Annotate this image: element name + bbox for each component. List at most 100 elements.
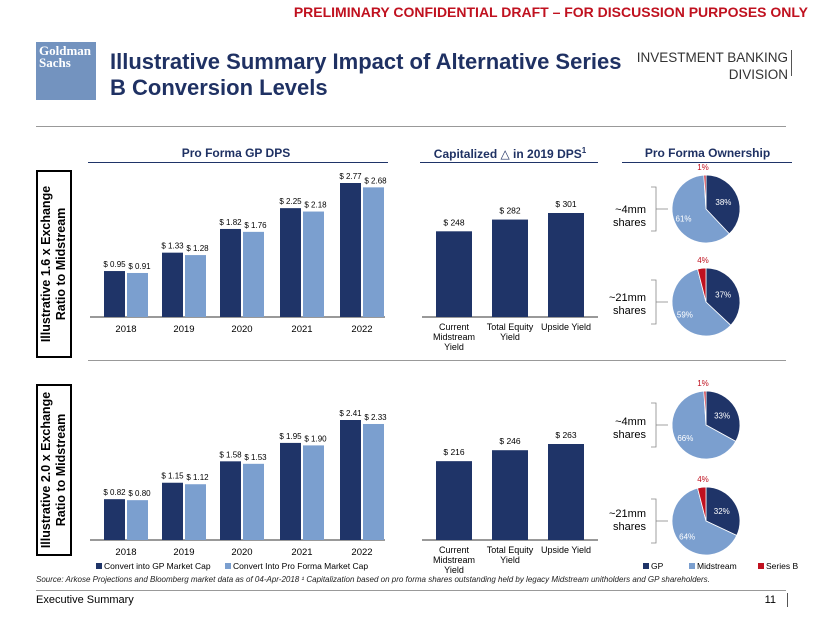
x-tick-label: Current xyxy=(439,322,470,332)
division-line-1: INVESTMENT BANKING xyxy=(636,50,788,65)
data-label: $ 0.95 xyxy=(103,260,126,269)
pie-label-series-b: 4% xyxy=(697,256,709,265)
shares-amount: ~21mm xyxy=(609,508,646,520)
data-label: $ 1.58 xyxy=(219,450,242,459)
pie-label-series-b: 4% xyxy=(697,475,709,484)
bar-gp-market-cap xyxy=(220,228,241,317)
bar-pro-forma-market-cap xyxy=(363,187,384,317)
x-tick-label: Yield xyxy=(500,332,520,342)
pie-slice-series-b xyxy=(697,486,707,522)
footnote-marker: 1 xyxy=(581,146,587,155)
data-label: $ 2.33 xyxy=(364,413,387,422)
source-note: Source: Arkose Projections and Bloomberg… xyxy=(36,575,710,584)
bar-gp-market-cap xyxy=(162,252,183,317)
pie-slice-midstream xyxy=(671,174,730,244)
capitalized-title-text: Capitalized △ in 2019 DPS xyxy=(433,147,582,161)
legend-label-midstream: Midstream xyxy=(697,561,737,571)
legend-swatch-midstream xyxy=(689,563,695,569)
x-tick-label: 2022 xyxy=(351,547,372,558)
logo-line-1: Goldman xyxy=(39,43,92,58)
data-label: $ 2.77 xyxy=(339,172,362,181)
bar-pro-forma-market-cap xyxy=(127,500,148,540)
shares-amount: ~4mm xyxy=(615,416,646,428)
pie-label-gp: 33% xyxy=(714,411,730,420)
bar-pro-forma-market-cap xyxy=(127,272,148,317)
bar-pro-forma-market-cap xyxy=(363,423,384,540)
shares-amount: ~21mm xyxy=(609,292,646,304)
legend-label-gp-market-cap: Convert into GP Market Cap xyxy=(104,561,211,571)
bar-gp-market-cap xyxy=(340,420,361,540)
pie-slice-gp xyxy=(705,486,741,537)
pie-slice-gp xyxy=(705,390,741,442)
bar-gp-market-cap xyxy=(280,208,301,317)
data-label: $ 1.33 xyxy=(161,242,184,251)
x-tick-label: Yield xyxy=(444,342,464,352)
bar-gp-market-cap xyxy=(280,442,301,540)
pie-slice-series-b xyxy=(703,390,707,426)
x-tick-label: 2018 xyxy=(115,547,136,558)
bar-capitalized xyxy=(436,461,472,540)
division-label: INVESTMENT BANKING DIVISION xyxy=(637,49,788,83)
legend-swatch-series-b xyxy=(758,563,764,569)
legend-label-gp: GP xyxy=(651,561,664,571)
shares-label-2-small: ~4mm shares xyxy=(596,416,646,442)
section-rule-dps xyxy=(88,162,388,163)
bracket xyxy=(651,498,657,544)
footer-divider xyxy=(787,593,788,607)
data-label: $ 0.91 xyxy=(128,262,151,271)
section-rule-ownership xyxy=(622,162,792,163)
section-rule-capitalized xyxy=(420,162,598,163)
pie-label-series-b: 1% xyxy=(697,379,709,388)
pie-slice-midstream xyxy=(671,268,732,337)
bar-capitalized xyxy=(492,219,528,317)
division-line-2: DIVISION xyxy=(728,67,788,82)
pie-label-gp: 37% xyxy=(715,291,731,300)
x-tick-label: Current xyxy=(439,545,470,555)
pie-label-midstream: 61% xyxy=(676,215,692,224)
data-label: $ 1.90 xyxy=(304,434,327,443)
page-title: Illustrative Summary Impact of Alternati… xyxy=(110,49,670,101)
pie-slice-gp xyxy=(705,267,741,326)
footer-rule xyxy=(36,590,786,591)
x-tick-label: Midstream xyxy=(433,555,475,565)
pie-label-series-b: 1% xyxy=(697,163,709,172)
x-tick-label: Yield xyxy=(500,555,520,565)
x-tick-label: 2018 xyxy=(115,324,136,335)
bar-capitalized xyxy=(436,231,472,317)
page-number: 11 xyxy=(764,594,776,606)
page-title-line-2: B Conversion Levels xyxy=(110,75,328,100)
data-label: $ 1.95 xyxy=(279,432,302,441)
scenario-box-2: Illustrative 2.0 x Exchange Ratio to Mid… xyxy=(36,384,72,556)
data-label: $ 1.76 xyxy=(244,221,267,230)
bar-capitalized xyxy=(548,444,584,540)
bar-pro-forma-market-cap xyxy=(185,255,206,317)
shares-amount: ~4mm xyxy=(615,204,646,216)
confidential-banner: PRELIMINARY CONFIDENTIAL DRAFT – FOR DIS… xyxy=(293,4,808,20)
data-label: $ 2.41 xyxy=(339,409,362,418)
pie-label-midstream: 66% xyxy=(677,434,693,443)
pie-label-midstream: 59% xyxy=(677,310,693,319)
section-title-ownership: Pro Forma Ownership xyxy=(644,146,771,160)
data-label: $ 0.80 xyxy=(128,489,151,498)
x-tick-label: 2019 xyxy=(173,547,194,558)
goldman-sachs-logo: Goldman Sachs xyxy=(36,42,96,100)
scenario-divider xyxy=(88,360,786,361)
data-label: $ 263 xyxy=(555,430,577,440)
data-label: $ 248 xyxy=(443,217,465,227)
bracket xyxy=(651,402,657,448)
bar-gp-market-cap xyxy=(104,271,125,317)
pie-label-gp: 38% xyxy=(715,198,731,207)
shares-word: shares xyxy=(612,429,646,441)
data-label: $ 301 xyxy=(555,199,577,209)
scenario-box-1: Illustrative 1.6 x Exchange Ratio to Mid… xyxy=(36,170,72,358)
data-label: $ 216 xyxy=(443,447,465,457)
x-tick-label: 2021 xyxy=(291,547,312,558)
bracket xyxy=(651,279,657,325)
x-tick-label: Upside Yield xyxy=(541,322,591,332)
bar-gp-market-cap xyxy=(104,499,125,540)
legend-label-pro-forma-market-cap: Convert Into Pro Forma Market Cap xyxy=(233,561,368,571)
data-label: $ 246 xyxy=(499,436,521,446)
data-label: $ 2.18 xyxy=(304,201,327,210)
x-tick-label: 2022 xyxy=(351,324,372,335)
